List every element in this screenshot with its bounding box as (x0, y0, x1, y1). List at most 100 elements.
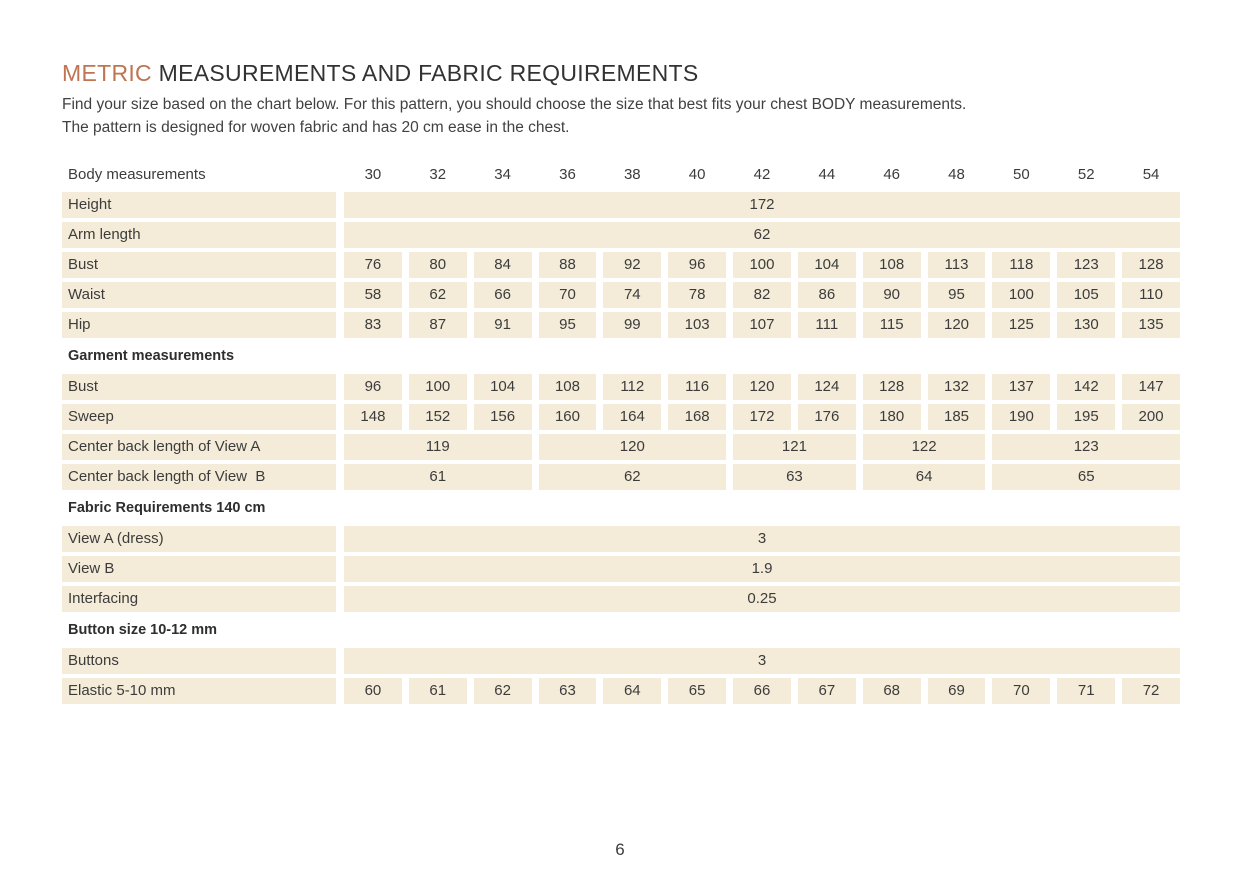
spanning-value-cell: 0.25 (344, 586, 1180, 612)
value-cell: 124 (797, 374, 856, 400)
value-cell: 104 (473, 374, 532, 400)
value-cell: 195 (1057, 404, 1116, 430)
value-cell: 84 (473, 252, 532, 278)
row-values: 61 62 63 64 65 (344, 464, 1180, 490)
group-value-cell: 119 (344, 434, 532, 460)
size-column-header: 48 (948, 166, 965, 183)
value-cell: 60 (344, 678, 402, 704)
row-label: Hip (62, 312, 336, 338)
value-cell: 168 (668, 404, 727, 430)
spanning-value-cell: 1.9 (344, 556, 1180, 582)
page-title-rest: MEASUREMENTS AND FABRIC REQUIREMENTS (151, 60, 699, 86)
size-column-header: 36 (559, 166, 576, 183)
row-values: 96 100 104 108 112 116 120 124 128 132 137 142 147 (344, 374, 1180, 400)
section-header: Fabric Requirements 140 cm (68, 500, 266, 516)
size-column-header: 40 (688, 166, 706, 183)
table-row: Bust 96 100 104 108 112 116 120 124 128 132 137 142 1… (62, 374, 1180, 400)
value-cell: 115 (862, 312, 921, 338)
size-column-header: 46 (883, 166, 901, 183)
value-cell: 62 (408, 282, 467, 308)
row-label: Center back length of View A (62, 434, 336, 460)
row-values: 1.9 (344, 556, 1180, 582)
value-cell: 66 (733, 678, 791, 704)
value-cell: 96 (668, 252, 727, 278)
value-cell: 100 (733, 252, 791, 278)
value-cell: 100 (992, 282, 1051, 308)
group-value-cell: 62 (538, 464, 727, 490)
value-cell: 78 (668, 282, 727, 308)
value-cell: 110 (1122, 282, 1180, 308)
value-cell: 100 (408, 374, 467, 400)
value-cell: 135 (1122, 312, 1180, 338)
row-values: 3 (344, 526, 1180, 552)
value-cell: 185 (927, 404, 986, 430)
group-value-cell: 64 (862, 464, 986, 490)
value-cell: 76 (344, 252, 402, 278)
value-cell: 142 (1057, 374, 1116, 400)
table-row: Elastic 5-10 mm 60 61 62 63 64 65 66 67 68 69 70 71 7… (62, 678, 1180, 704)
size-column-header: 42 (753, 166, 771, 183)
row-values: 83 87 91 95 99 103 107 111 115 120 125 130 135 (344, 312, 1180, 338)
value-cell: 120 (733, 374, 791, 400)
intro-line-2: The pattern is designed for woven fabric… (62, 118, 570, 136)
value-cell: 105 (1057, 282, 1116, 308)
value-cell: 104 (797, 252, 856, 278)
section-header: Garment measurements (68, 348, 235, 364)
row-label: Buttons (62, 648, 336, 674)
group-value-cell: 122 (862, 434, 986, 460)
value-cell: 137 (992, 374, 1051, 400)
spanning-value-cell: 3 (344, 648, 1180, 674)
table-row: Hip 83 87 91 95 99 103 107 111 115 120 125 130 135 (62, 312, 1180, 338)
value-cell: 95 (927, 282, 986, 308)
value-cell: 120 (927, 312, 986, 338)
value-cell: 87 (408, 312, 467, 338)
spanning-value-cell: 62 (344, 222, 1180, 248)
row-values: 60 61 62 63 64 65 66 67 68 69 70 71 72 (344, 678, 1180, 704)
table-row: Waist 58 62 66 70 74 78 82 86 90 95 100 105 110 (62, 282, 1180, 308)
column-header-label: Body measurements (68, 166, 206, 183)
value-cell: 108 (862, 252, 921, 278)
page-content: METRIC MEASUREMENTS AND FABRIC REQUIREME… (62, 60, 1180, 708)
value-cell: 74 (603, 282, 662, 308)
intro-line-1: Find your size based on the chart below.… (62, 96, 967, 113)
table-row: Buttons 3 (62, 648, 1180, 674)
value-cell: 92 (603, 252, 662, 278)
value-cell: 123 (1057, 252, 1116, 278)
group-value-cell: 123 (992, 434, 1180, 460)
value-cell: 112 (603, 374, 662, 400)
table-row: Interfacing 0.25 (62, 586, 1180, 612)
size-header-cells: 30 32 34 36 38 40 42 44 46 48 50 52 54 (344, 163, 1180, 187)
table-row: View A (dress) 3 (62, 526, 1180, 552)
value-cell: 107 (733, 312, 791, 338)
value-cell: 61 (408, 678, 467, 704)
value-cell: 180 (862, 404, 921, 430)
value-cell: 125 (992, 312, 1051, 338)
value-cell: 164 (603, 404, 662, 430)
row-values: 0.25 (344, 586, 1180, 612)
value-cell: 66 (473, 282, 532, 308)
group-value-cell: 63 (733, 464, 856, 490)
value-cell: 113 (927, 252, 986, 278)
value-cell: 90 (862, 282, 921, 308)
size-column-header: 32 (429, 166, 447, 183)
value-cell: 82 (733, 282, 791, 308)
value-cell: 65 (668, 678, 727, 704)
row-values: 119 120 121 122 123 (344, 434, 1180, 460)
value-cell: 172 (733, 404, 791, 430)
row-values: 62 (344, 222, 1180, 248)
value-cell: 71 (1057, 678, 1116, 704)
group-value-cell: 120 (538, 434, 727, 460)
value-cell: 130 (1057, 312, 1116, 338)
size-column-header: 38 (623, 166, 641, 183)
value-cell: 132 (927, 374, 986, 400)
size-column-header: 54 (1142, 166, 1160, 183)
row-values: 58 62 66 70 74 78 82 86 90 95 100 105 110 (344, 282, 1180, 308)
value-cell: 116 (668, 374, 727, 400)
spanning-value-cell: 172 (344, 192, 1180, 218)
value-cell: 68 (862, 678, 921, 704)
value-cell: 63 (538, 678, 597, 704)
value-cell: 64 (603, 678, 662, 704)
value-cell: 86 (797, 282, 856, 308)
value-cell: 72 (1122, 678, 1180, 704)
page-number: 6 (615, 840, 625, 859)
